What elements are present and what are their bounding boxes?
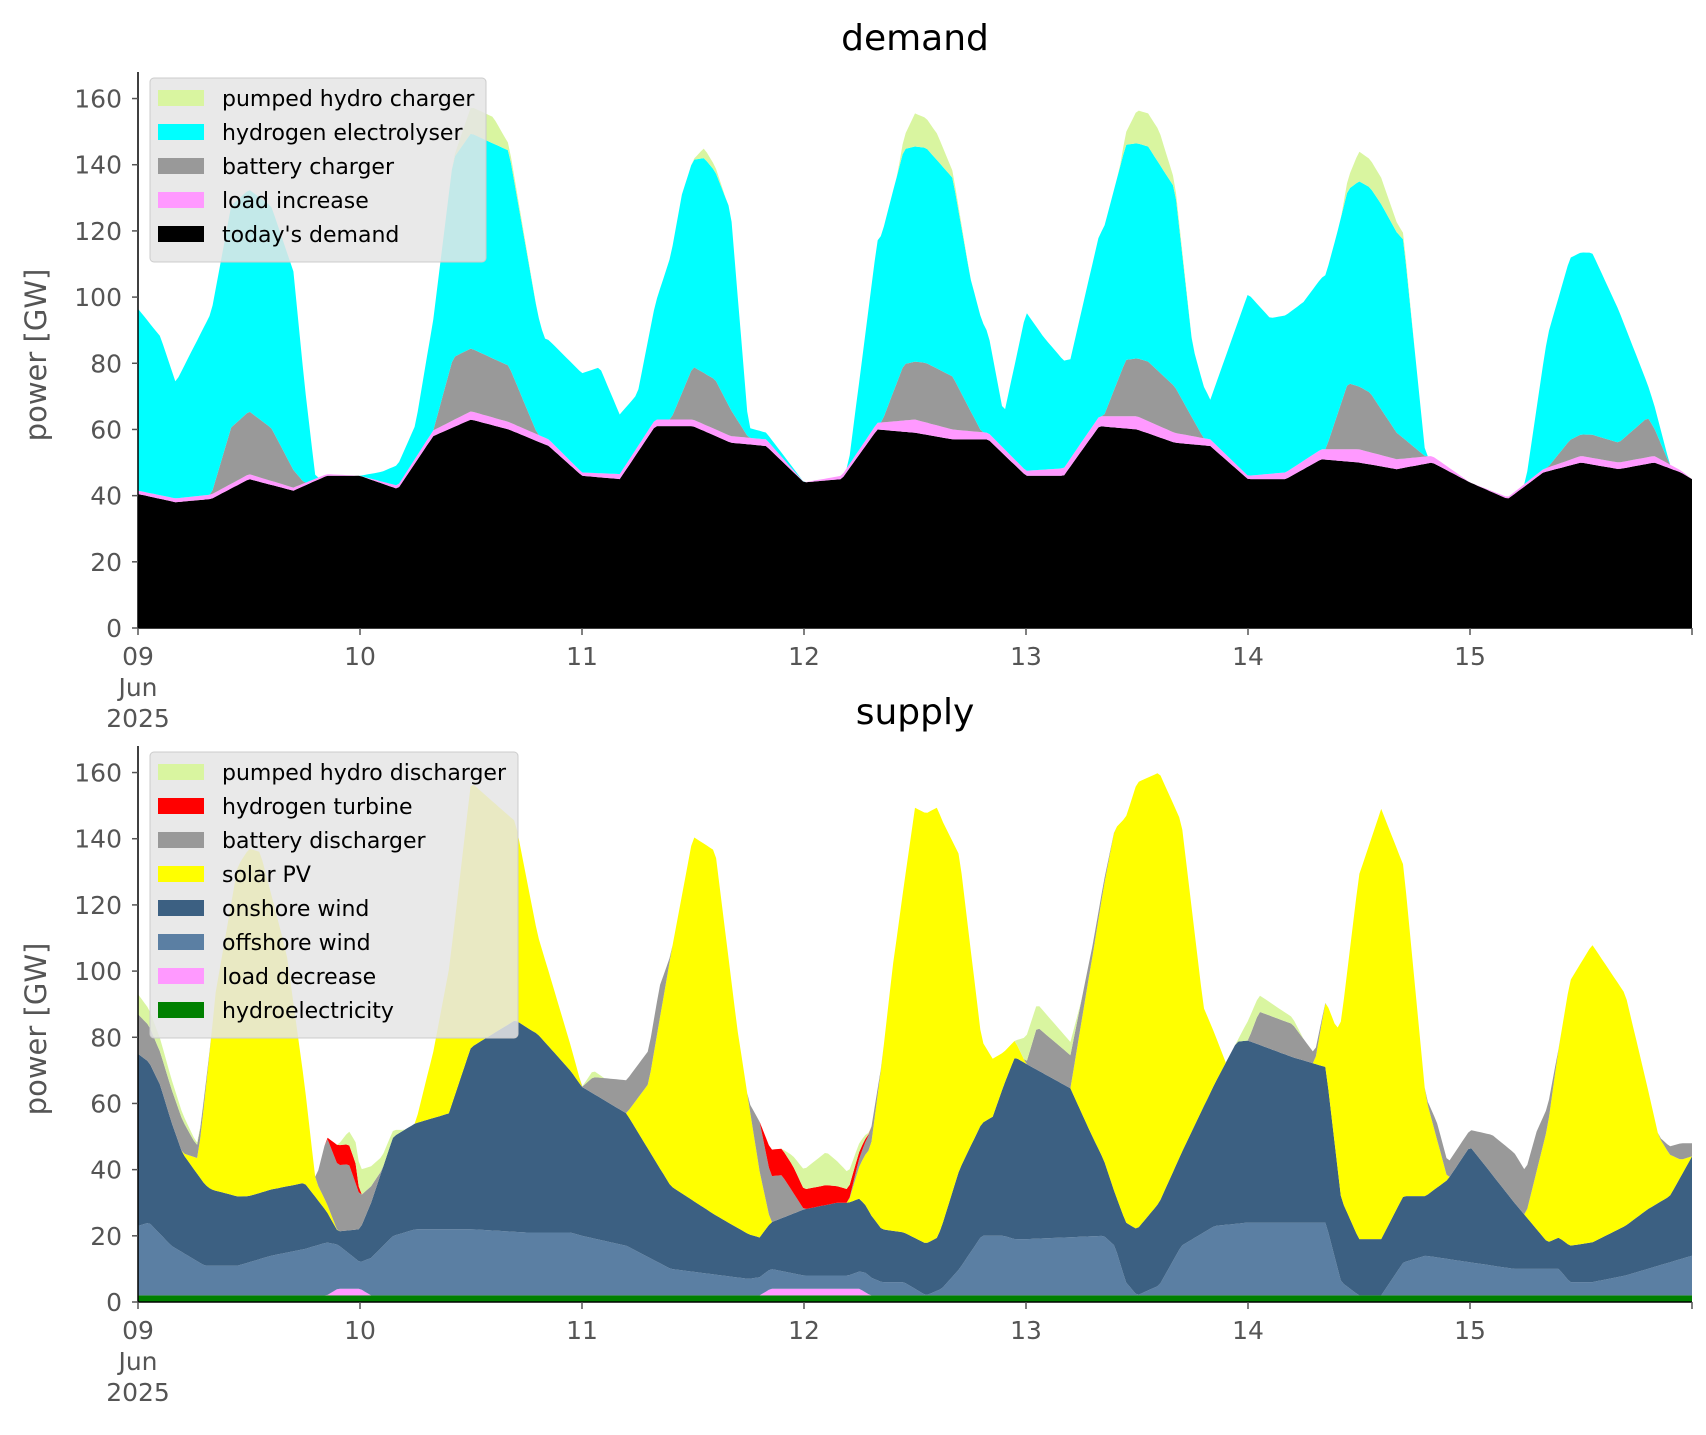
legend-swatch xyxy=(158,192,204,208)
y-tick-label: 40 xyxy=(90,1156,122,1185)
x-tick-label: 09 Jun 2025 xyxy=(106,642,170,733)
x-tick-label: 13 xyxy=(1010,642,1042,671)
legend-label: hydroelectricity xyxy=(222,999,394,1024)
x-tick-label: 11 xyxy=(566,642,598,671)
area-series-load-increase xyxy=(138,411,1692,503)
legend-swatch xyxy=(158,124,204,140)
y-tick-label: 40 xyxy=(90,482,122,511)
y-tick-label: 20 xyxy=(90,548,122,577)
area-series-hydrogen-electrolyser xyxy=(138,133,1692,499)
x-tick-label: 11 xyxy=(566,1316,598,1345)
x-tick-label: 15 xyxy=(1454,1316,1486,1345)
y-axis-label: power [GW] xyxy=(19,943,53,1116)
legend-label: load decrease xyxy=(222,965,376,990)
y-tick-label: 20 xyxy=(90,1222,122,1251)
legend-label: hydrogen turbine xyxy=(222,795,413,820)
legend-swatch xyxy=(158,90,204,106)
legend-label: battery charger xyxy=(222,155,395,180)
legend-swatch xyxy=(158,798,204,814)
legend-swatch xyxy=(158,968,204,984)
area-series-offshore-wind xyxy=(138,1222,1692,1296)
area-series-solar-pv xyxy=(138,773,1692,1246)
x-tick-label: 15 xyxy=(1454,642,1486,671)
area-series-hydroelectricity xyxy=(138,1295,1692,1302)
legend-swatch xyxy=(158,226,204,242)
legend-swatch xyxy=(158,866,204,882)
legend-label: pumped hydro discharger xyxy=(222,761,507,786)
y-tick-label: 0 xyxy=(106,614,122,643)
y-tick-label: 120 xyxy=(74,891,122,920)
y-tick-label: 0 xyxy=(106,1288,122,1317)
legend-swatch xyxy=(158,158,204,174)
y-tick-label: 80 xyxy=(90,349,122,378)
x-tick-label: 10 xyxy=(344,642,376,671)
legend-swatch xyxy=(158,934,204,950)
legend-label: battery discharger xyxy=(222,829,427,854)
legend-label: onshore wind xyxy=(222,897,369,922)
y-axis-label: power [GW] xyxy=(19,269,53,442)
legend-swatch xyxy=(158,764,204,780)
legend-label: hydrogen electrolyser xyxy=(222,121,463,146)
y-tick-label: 140 xyxy=(74,825,122,854)
legend-label: pumped hydro charger xyxy=(222,87,475,112)
y-tick-label: 160 xyxy=(74,759,122,788)
legend-box xyxy=(149,751,519,1039)
legend-label: offshore wind xyxy=(222,931,371,956)
legend-swatch xyxy=(158,832,204,848)
y-tick-label: 100 xyxy=(74,283,122,312)
x-tick-label: 13 xyxy=(1010,1316,1042,1345)
legend-label: load increase xyxy=(222,189,369,214)
chart-title: demand xyxy=(841,18,989,59)
area-series-battery-charger xyxy=(138,348,1692,499)
x-tick-label: 14 xyxy=(1232,642,1264,671)
legend-box xyxy=(149,77,487,263)
area-series-today-s-demand xyxy=(138,419,1692,628)
x-tick-label: 14 xyxy=(1232,1316,1264,1345)
y-tick-label: 80 xyxy=(90,1023,122,1052)
y-tick-label: 60 xyxy=(90,1089,122,1118)
y-tick-label: 120 xyxy=(74,217,122,246)
legend-label: today's demand xyxy=(222,223,399,248)
x-tick-label: 09 Jun 2025 xyxy=(106,1316,170,1407)
chart-panel-supply: supply 0 20 40 60 80 100 120 140 160 09 Jun 2025 10 11… xyxy=(19,692,1693,1407)
area-series-onshore-wind xyxy=(138,1020,1692,1296)
chart-panel-demand: demand 0 20 40 60 80 100 120 140 160 09 Jun 2025 10 11… xyxy=(19,18,1693,733)
y-tick-label: 160 xyxy=(74,85,122,114)
y-tick-label: 60 xyxy=(90,415,122,444)
x-tick-label: 12 xyxy=(788,1316,820,1345)
y-tick-label: 100 xyxy=(74,957,122,986)
y-tick-label: 140 xyxy=(74,151,122,180)
legend-swatch xyxy=(158,1002,204,1018)
chart-title: supply xyxy=(856,692,975,733)
legend-swatch xyxy=(158,900,204,916)
legend-label: solar PV xyxy=(222,863,311,888)
x-tick-label: 12 xyxy=(788,642,820,671)
x-tick-label: 10 xyxy=(344,1316,376,1345)
